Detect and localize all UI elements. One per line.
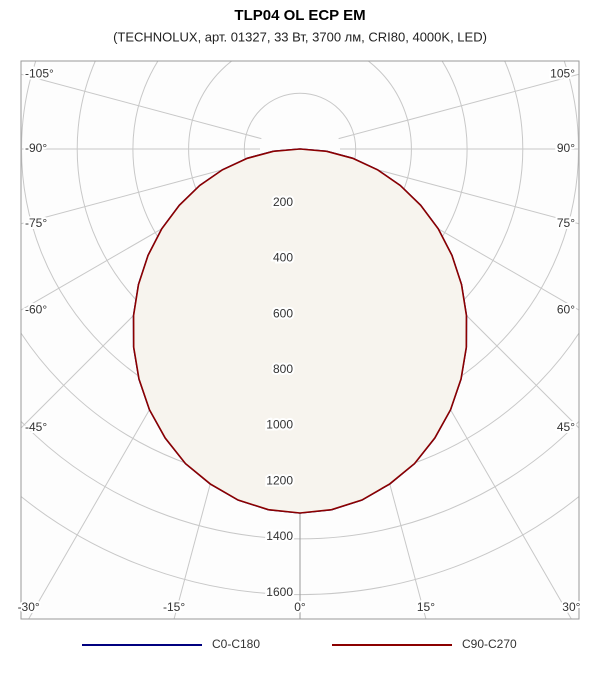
labels: -105° -90° -75° -60° -45° -30° -15° 0° 15° 30° 45°…: [16, 64, 583, 616]
legend-label: C0-C180: [212, 637, 260, 651]
series-line: [132, 148, 468, 514]
angle-label: 30°: [562, 600, 580, 614]
chart-subtitle: (TECHNOLUX, арт. 01327, 33 Вт, 3700 лм, …: [113, 29, 487, 44]
legend-label: C90-C270: [462, 637, 517, 651]
radial-label: 600: [273, 306, 293, 320]
angle-label: -60°: [25, 302, 47, 316]
angle-label: 0°: [294, 600, 306, 614]
radial-label: 1000: [266, 418, 293, 432]
angle-label: 15°: [417, 600, 435, 614]
angle-label: -75°: [25, 216, 47, 230]
area: [133, 149, 467, 513]
radial-label: 800: [273, 362, 293, 376]
angle-label: -90°: [25, 141, 47, 155]
grid-spoke: [21, 73, 262, 140]
plot-area: [21, 61, 579, 619]
angle-label: 75°: [557, 216, 575, 230]
angle-label: 90°: [557, 141, 575, 155]
angle-label: -45°: [25, 420, 47, 434]
angle-label: 45°: [557, 420, 575, 434]
radial-label: 1200: [266, 473, 293, 487]
angle-label: -105°: [25, 66, 54, 80]
angle-label: -15°: [163, 600, 185, 614]
angle-label: 105°: [550, 66, 575, 80]
radial-label: 400: [273, 251, 293, 265]
radial-label: 1400: [266, 529, 293, 543]
radial-label: 200: [273, 195, 293, 209]
angle-label: 60°: [557, 302, 575, 316]
grid-spoke: [338, 73, 579, 140]
radial-label: 1600: [266, 585, 293, 599]
angle-label: -30°: [18, 600, 40, 614]
chart-title: TLP04 OL ECP EM: [234, 7, 365, 24]
plot-border: [20, 60, 580, 620]
